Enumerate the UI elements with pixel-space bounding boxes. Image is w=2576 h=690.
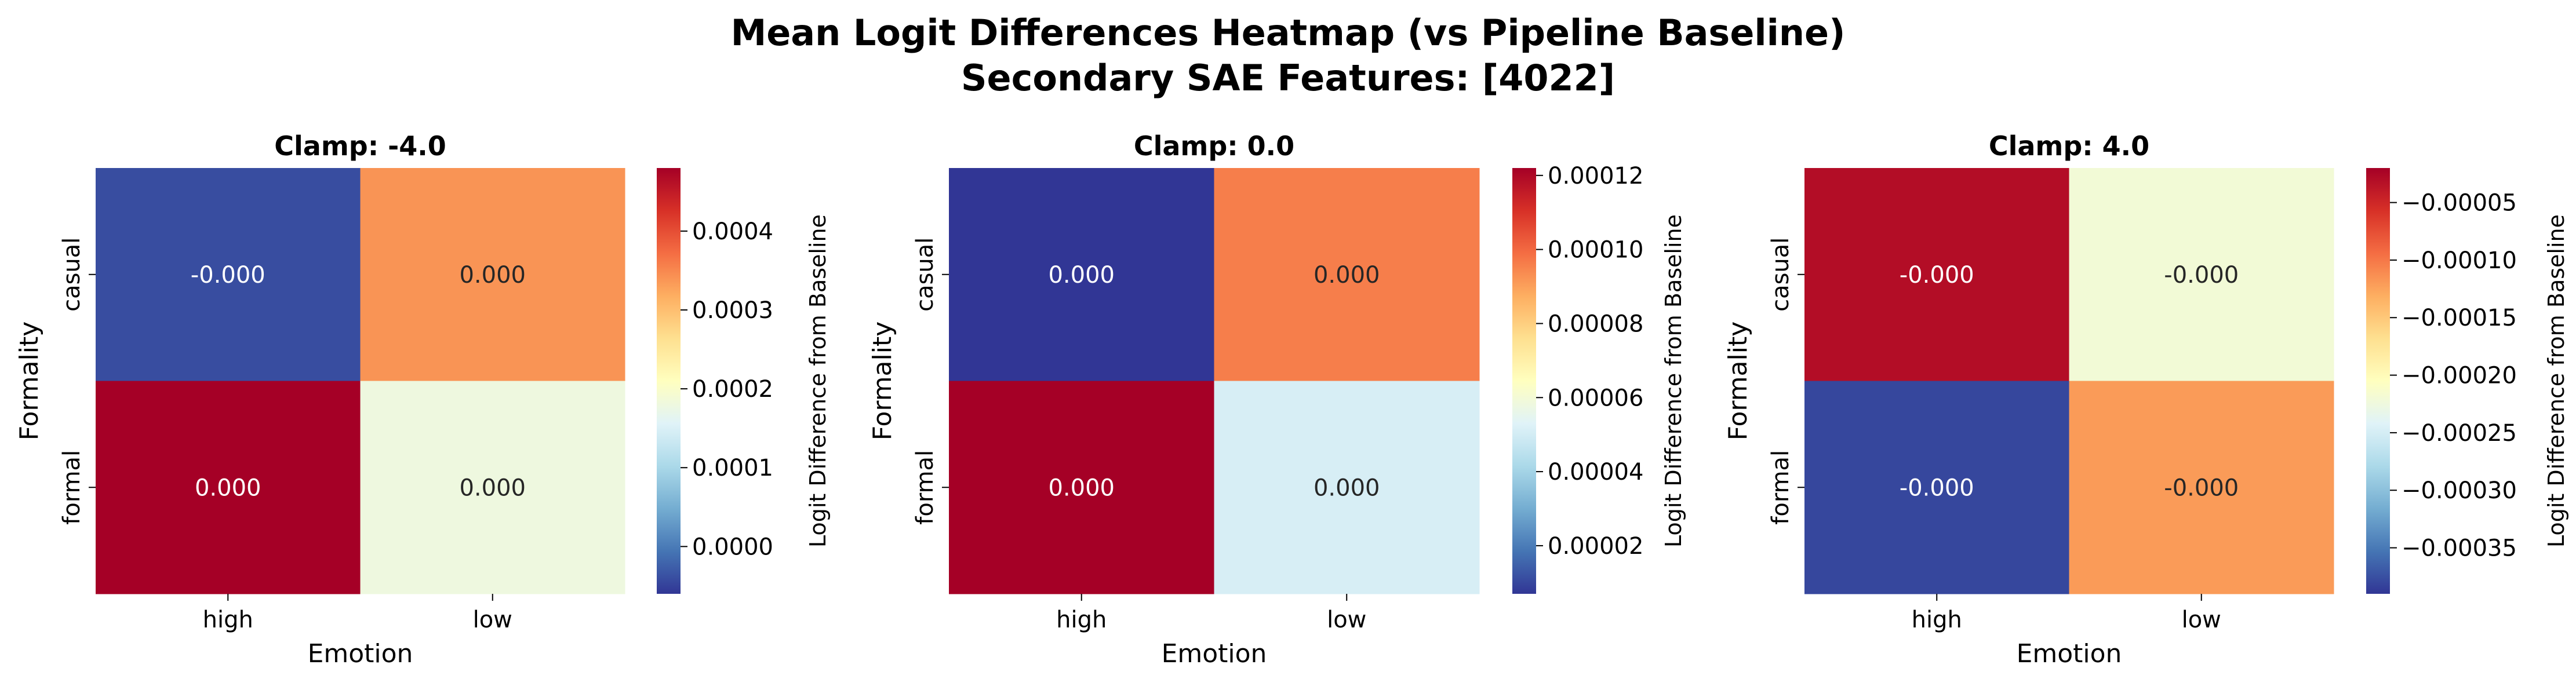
y-tick-label: casual	[59, 238, 85, 312]
heatmap-cell-formal-high	[949, 381, 1214, 594]
heatmap-cell-casual-low	[360, 168, 625, 381]
panel-title: Clamp: 4.0	[1989, 130, 2149, 162]
cell-annotation: 0.000	[459, 262, 526, 289]
colorbar-label: Logit Difference from Baseline	[1661, 214, 1686, 547]
colorbar-tick-label: 0.00008	[1548, 311, 1643, 337]
heatmap-panel-2: Clamp: 0.0 0.000 0.000 0.000 0.000 high low Emo…	[868, 130, 1686, 669]
cell-annotation: -0.000	[2164, 262, 2239, 289]
colorbar-tick-label: −0.00030	[2402, 477, 2517, 504]
heatmap-cell-casual-low	[1214, 168, 1480, 381]
colorbar-tick-label: −0.00010	[2402, 247, 2517, 274]
y-tick-label: casual	[912, 238, 938, 312]
colorbar	[1512, 168, 1536, 594]
cell-annotation: 0.000	[1048, 475, 1115, 502]
heatmap-panel-1: Clamp: -4.0 -0.000 0.000 0.000 0.000 high low E…	[14, 130, 831, 669]
colorbar-tick-label: 0.0000	[692, 534, 773, 560]
panel-title: Clamp: -4.0	[274, 130, 446, 162]
heatmap-cell-formal-high	[1804, 381, 2069, 594]
colorbar	[2366, 168, 2390, 594]
y-tick-label: formal	[912, 450, 938, 525]
colorbar-tick-label: 0.00012	[1548, 163, 1643, 189]
heatmap-cell-casual-high	[96, 168, 361, 381]
heatmap-cell-formal-high	[96, 381, 361, 594]
cell-annotation: 0.000	[1314, 475, 1380, 502]
x-axis-label: Emotion	[1162, 639, 1267, 669]
y-tick-label: formal	[1767, 450, 1794, 525]
x-tick-label: high	[1056, 607, 1107, 633]
heatmap-cell-formal-low	[2069, 381, 2334, 594]
y-tick-label: formal	[59, 450, 85, 525]
heatmap-cell-casual-high	[949, 168, 1214, 381]
figure-title: Mean Logit Differences Heatmap (vs Pipel…	[0, 10, 2576, 101]
x-tick-label: low	[1327, 607, 1366, 633]
colorbar	[657, 168, 681, 594]
x-tick-label: low	[2182, 607, 2221, 633]
colorbar-tick-label: 0.00010	[1548, 237, 1643, 264]
figure-title-line-2: Secondary SAE Features: [4022]	[960, 57, 1616, 99]
colorbar-tick-label: −0.00020	[2402, 363, 2517, 389]
x-tick-label: low	[473, 607, 512, 633]
heatmap-cell-casual-low	[2069, 168, 2334, 381]
colorbar-label: Logit Difference from Baseline	[2544, 214, 2569, 547]
x-axis-label: Emotion	[2017, 639, 2122, 669]
colorbar-tick-label: −0.00025	[2402, 420, 2517, 447]
cell-annotation: 0.000	[195, 475, 261, 502]
colorbar-tick-label: 0.0001	[692, 455, 773, 481]
cell-annotation: -0.000	[191, 262, 265, 289]
colorbar-tick-label: 0.0004	[692, 218, 773, 245]
colorbar-tick-label: −0.00015	[2402, 305, 2517, 331]
colorbar-tick-label: 0.00006	[1548, 385, 1643, 411]
x-axis-label: Emotion	[308, 639, 413, 669]
cell-annotation: 0.000	[1048, 262, 1115, 289]
heatmap-cell-casual-high	[1804, 168, 2069, 381]
colorbar-tick-label: −0.00035	[2402, 535, 2517, 562]
y-axis-label: Formality	[868, 322, 897, 441]
colorbar-tick-label: −0.00005	[2402, 190, 2517, 217]
panel-title: Clamp: 0.0	[1134, 130, 1294, 162]
heatmap-panel-3: Clamp: 4.0 -0.000 -0.000 -0.000 -0.000 high lo…	[1723, 130, 2569, 669]
cell-annotation: 0.000	[459, 475, 526, 502]
colorbar-tick-label: 0.00004	[1548, 459, 1643, 485]
cell-annotation: 0.000	[1314, 262, 1380, 289]
x-tick-label: high	[1912, 607, 1962, 633]
figure-title-line-1: Mean Logit Differences Heatmap (vs Pipel…	[730, 12, 1846, 54]
cell-annotation: -0.000	[1900, 475, 1974, 502]
colorbar-label: Logit Difference from Baseline	[805, 214, 831, 547]
cell-annotation: -0.000	[2164, 475, 2239, 502]
y-axis-label: Formality	[1723, 322, 1753, 441]
cell-annotation: -0.000	[1900, 262, 1974, 289]
colorbar-tick-label: 0.0003	[692, 297, 773, 324]
y-axis-label: Formality	[14, 322, 44, 441]
x-tick-label: high	[203, 607, 253, 633]
colorbar-tick-label: 0.0002	[692, 376, 773, 403]
colorbar-tick-label: 0.00002	[1548, 533, 1643, 560]
heatmap-cell-formal-low	[360, 381, 625, 594]
heatmap-cell-formal-low	[1214, 381, 1480, 594]
y-tick-label: casual	[1767, 238, 1794, 312]
